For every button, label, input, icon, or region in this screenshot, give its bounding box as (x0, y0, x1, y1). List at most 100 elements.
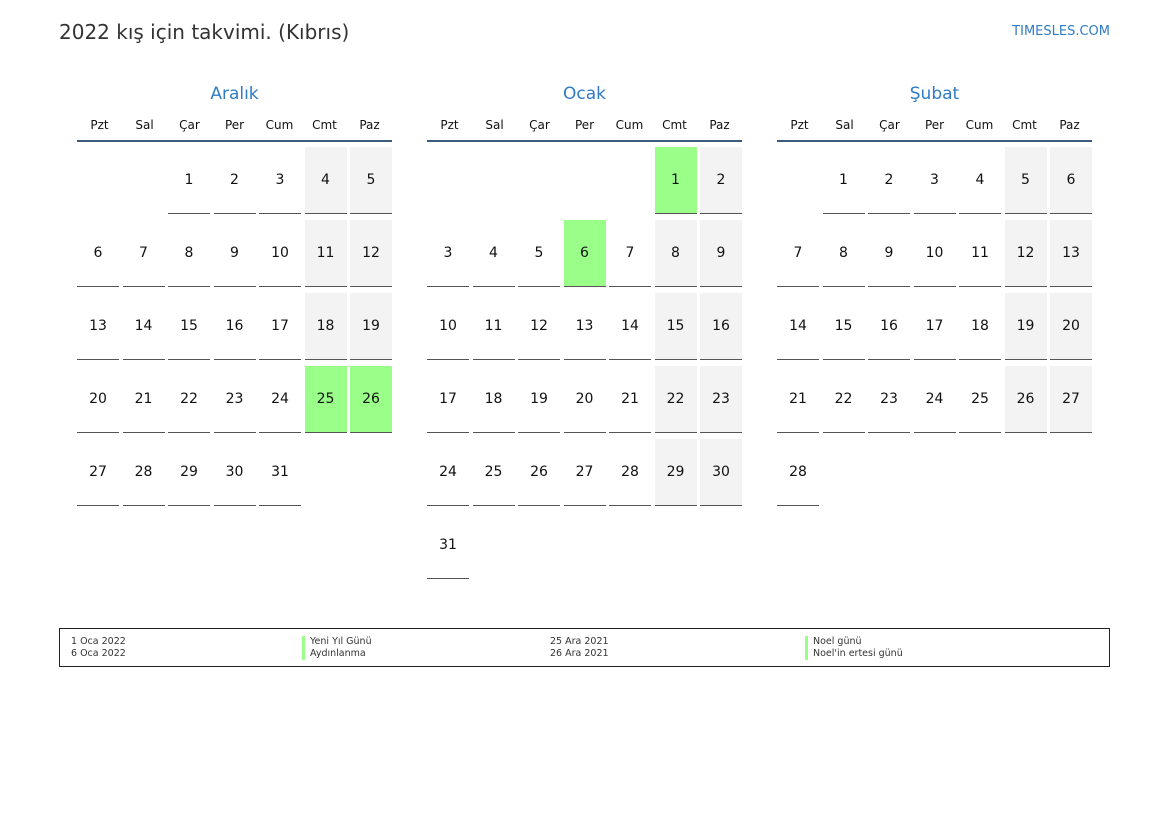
day-cell[interactable]: 17 (259, 293, 301, 360)
day-cell[interactable]: 26 (518, 439, 560, 506)
day-cell[interactable]: 17 (427, 366, 469, 433)
weekday-label: Cum (615, 118, 644, 132)
day-cell[interactable]: 5 (350, 147, 392, 214)
day-cell[interactable]: 23 (213, 366, 256, 433)
day-cell[interactable]: 8 (822, 220, 865, 287)
day-cell[interactable]: 25 (304, 366, 347, 433)
day-cell[interactable]: 5 (518, 220, 560, 287)
day-cell[interactable]: 27 (77, 439, 119, 506)
day-cell[interactable]: 18 (959, 293, 1001, 360)
day-cell[interactable]: 8 (168, 220, 210, 287)
day-cell[interactable]: 7 (777, 220, 819, 287)
brand-link[interactable]: TIMESLES.COM (1012, 24, 1110, 39)
day-cell[interactable]: 1 (654, 147, 697, 214)
day-cell[interactable]: 14 (609, 293, 651, 360)
day-cell[interactable]: 3 (427, 220, 469, 287)
day-cell[interactable]: 25 (472, 439, 515, 506)
legend-date: 1 Oca 2022 (71, 636, 126, 647)
month-2: Şubat Pzt Sal Çar Per Cum Cmt Paz 1 2 3 4 5 6 7 8 9 10 11 1… (777, 84, 1092, 506)
day-cell[interactable]: 14 (777, 293, 819, 360)
day-cell[interactable]: 16 (868, 293, 910, 360)
day-cell[interactable]: 15 (822, 293, 865, 360)
day-cell[interactable]: 6 (563, 220, 606, 287)
day-cell[interactable]: 12 (1004, 220, 1047, 287)
day-cell[interactable]: 20 (77, 366, 119, 433)
day-cell[interactable]: 15 (654, 293, 697, 360)
day-cell[interactable]: 10 (427, 293, 469, 360)
day-cell[interactable]: 29 (654, 439, 697, 506)
day-cell[interactable]: 13 (563, 293, 606, 360)
day-cell[interactable]: 31 (259, 439, 301, 506)
day-cell[interactable]: 17 (913, 293, 956, 360)
day-cell[interactable]: 5 (1004, 147, 1047, 214)
day-cell[interactable]: 11 (472, 293, 515, 360)
day-cell[interactable]: 19 (518, 366, 560, 433)
day-cell[interactable]: 14 (122, 293, 165, 360)
day-cell[interactable]: 16 (213, 293, 256, 360)
day-cell[interactable]: 7 (609, 220, 651, 287)
day-cell[interactable]: 24 (259, 366, 301, 433)
day-cell[interactable]: 10 (259, 220, 301, 287)
day-cell[interactable]: 9 (213, 220, 256, 287)
day-cell[interactable]: 16 (700, 293, 742, 360)
day-cell[interactable]: 21 (777, 366, 819, 433)
day-cell[interactable]: 26 (350, 366, 392, 433)
day-cell[interactable]: 11 (304, 220, 347, 287)
day-cell[interactable]: 18 (304, 293, 347, 360)
weekday-label: Cum (265, 118, 294, 132)
day-cell[interactable]: 19 (1004, 293, 1047, 360)
holiday-legend: 1 Oca 2022 6 Oca 2022 Yeni Yıl Günü Aydı… (59, 628, 1110, 667)
day-cell[interactable]: 4 (472, 220, 515, 287)
day-cell[interactable]: 18 (472, 366, 515, 433)
day-cell[interactable]: 10 (913, 220, 956, 287)
day-cell[interactable]: 19 (350, 293, 392, 360)
day-cell[interactable]: 28 (777, 439, 819, 506)
day-cell[interactable]: 28 (609, 439, 651, 506)
day-cell[interactable]: 4 (304, 147, 347, 214)
day-cell[interactable]: 27 (563, 439, 606, 506)
day-cell[interactable]: 4 (959, 147, 1001, 214)
day-cell[interactable]: 31 (427, 512, 469, 579)
day-cell[interactable]: 20 (563, 366, 606, 433)
day-cell[interactable]: 27 (1050, 366, 1092, 433)
day-cell[interactable]: 9 (700, 220, 742, 287)
day-cell[interactable]: 15 (168, 293, 210, 360)
weekday-label: Per (574, 118, 595, 132)
day-cell[interactable]: 13 (1050, 220, 1092, 287)
day-cell[interactable]: 28 (122, 439, 165, 506)
day-cell[interactable]: 12 (518, 293, 560, 360)
day-cell[interactable]: 30 (700, 439, 742, 506)
day-cell[interactable]: 20 (1050, 293, 1092, 360)
day-cell[interactable]: 9 (868, 220, 910, 287)
day-cell[interactable]: 2 (213, 147, 256, 214)
day-cell[interactable]: 6 (1050, 147, 1092, 214)
day-cell[interactable]: 7 (122, 220, 165, 287)
day-cell[interactable]: 22 (654, 366, 697, 433)
day-cell[interactable]: 21 (609, 366, 651, 433)
day-cell[interactable]: 12 (350, 220, 392, 287)
day-cell[interactable]: 23 (868, 366, 910, 433)
day-cell[interactable]: 22 (168, 366, 210, 433)
month-name: Ocak (563, 84, 606, 104)
day-cell[interactable]: 30 (213, 439, 256, 506)
day-cell[interactable]: 26 (1004, 366, 1047, 433)
day-cell[interactable]: 24 (913, 366, 956, 433)
day-cell[interactable]: 2 (868, 147, 910, 214)
day-cell[interactable]: 11 (959, 220, 1001, 287)
day-cell[interactable]: 2 (700, 147, 742, 214)
day-cell[interactable]: 23 (700, 366, 742, 433)
day-cell[interactable]: 22 (822, 366, 865, 433)
day-cell[interactable]: 6 (77, 220, 119, 287)
day-cell[interactable]: 13 (77, 293, 119, 360)
page-title: 2022 kış için takvimi. (Kıbrıs) (59, 20, 350, 44)
day-cell[interactable]: 1 (168, 147, 210, 214)
day-cell[interactable]: 3 (913, 147, 956, 214)
day-cell[interactable]: 3 (259, 147, 301, 214)
day-cell[interactable]: 24 (427, 439, 469, 506)
day-cell[interactable]: 21 (122, 366, 165, 433)
weekday-label: Çar (879, 118, 900, 132)
day-cell[interactable]: 25 (959, 366, 1001, 433)
day-cell[interactable]: 1 (822, 147, 865, 214)
day-cell[interactable]: 29 (168, 439, 210, 506)
day-cell[interactable]: 8 (654, 220, 697, 287)
